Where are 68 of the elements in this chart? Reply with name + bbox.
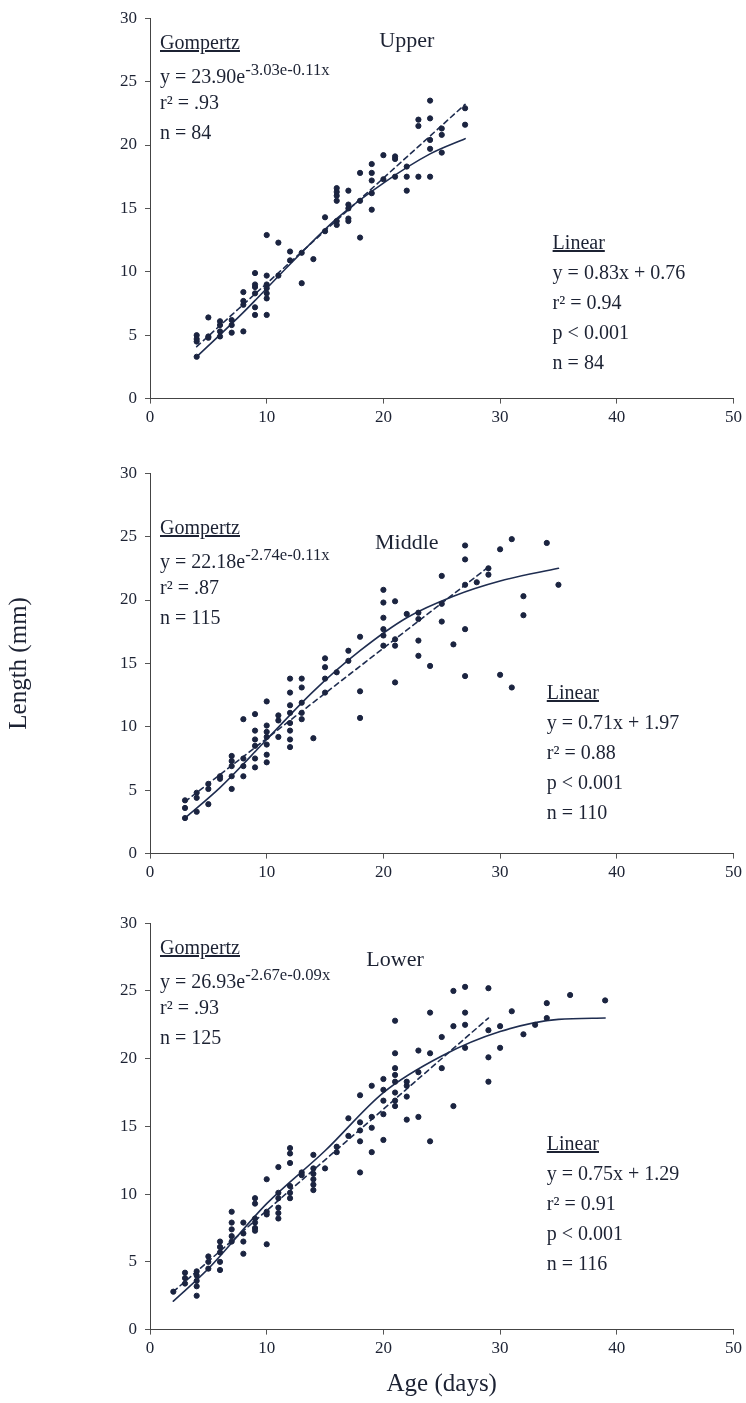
y-tick-label: 0 (128, 843, 137, 863)
annotation: r² = 0.94 (552, 291, 622, 314)
annotation: n = 84 (552, 351, 604, 374)
x-tick-label: 40 (608, 1338, 626, 1358)
annotation: n = 84 (160, 121, 212, 144)
y-tick-label: 25 (120, 71, 137, 91)
x-tick-label: 0 (145, 862, 155, 882)
annotation: Linear (546, 1132, 599, 1155)
x-tick-label: 30 (491, 862, 509, 882)
x-tick-label: 10 (258, 862, 276, 882)
y-tick-label: 20 (120, 1048, 137, 1068)
x-tick-label: 20 (374, 407, 392, 427)
y-tick-label: 5 (128, 324, 137, 344)
x-tick-label: 50 (725, 862, 742, 882)
x-tick-label: 10 (258, 407, 276, 427)
y-tick-label: 15 (120, 197, 137, 217)
y-axis-title: Length (mm) (3, 597, 32, 730)
x-tick-label: 40 (608, 862, 626, 882)
annotation: y = 0.75x + 1.29 (546, 1162, 680, 1185)
y-tick-label: 25 (120, 980, 137, 1000)
y-tick-label: 30 (120, 912, 137, 932)
y-tick-label: 20 (120, 589, 137, 609)
y-tick-label: 20 (120, 134, 137, 154)
y-tick-label: 30 (120, 7, 137, 27)
x-tick-label: 20 (374, 1338, 392, 1358)
y-tick-label: 25 (120, 526, 137, 546)
annotation: r² = 0.91 (546, 1192, 616, 1215)
y-tick-label: 30 (120, 462, 137, 482)
text: Lower (366, 946, 424, 972)
annotation: Linear (546, 681, 599, 704)
y-tick-label: 0 (128, 388, 137, 408)
x-tick-label: 30 (491, 1338, 509, 1358)
x-tick-label: 0 (145, 407, 155, 427)
y-tick-label: 5 (128, 779, 137, 799)
x-tick-label: 50 (725, 1338, 742, 1358)
annotation: Gompertz (160, 936, 240, 959)
annotation: y = 0.71x + 1.97 (546, 711, 680, 734)
y-tick-label: 10 (120, 1183, 137, 1203)
annotation: p < 0.001 (552, 321, 629, 344)
annotation: y = 0.83x + 0.76 (552, 261, 686, 284)
annotation: Gompertz (160, 31, 240, 54)
y-tick-label: 10 (120, 261, 137, 281)
y-tick-label: 15 (120, 652, 137, 672)
annotation: Gompertz (160, 516, 240, 539)
annotation: p < 0.001 (546, 771, 624, 794)
annotation: n = 110 (546, 801, 608, 824)
annotation: r² = .93 (160, 996, 219, 1019)
annotation: r² = 0.88 (546, 741, 616, 764)
y-tick-label: 15 (120, 1115, 137, 1135)
annotation: n = 115 (160, 606, 221, 629)
x-axis-title: Age (days) (386, 1368, 497, 1397)
x-tick-label: 40 (608, 407, 626, 427)
y-tick-label: 5 (128, 1251, 137, 1271)
x-tick-label: 10 (258, 1338, 276, 1358)
annotation: r² = .93 (160, 91, 219, 114)
x-tick-label: 20 (374, 862, 392, 882)
chart-title: Upper (379, 27, 435, 53)
annotation: p < 0.001 (546, 1222, 624, 1245)
annotation: n = 116 (546, 1252, 608, 1275)
x-tick-label: 0 (145, 1338, 155, 1358)
y-tick-label: 0 (128, 1319, 137, 1339)
annotation: n = 125 (160, 1026, 222, 1049)
x-tick-label: 50 (725, 407, 742, 427)
annotation: r² = .87 (160, 576, 219, 599)
x-tick-label: 30 (491, 407, 509, 427)
annotation: Linear (552, 231, 605, 254)
text: Middle (374, 529, 439, 555)
y-tick-label: 10 (120, 716, 137, 736)
